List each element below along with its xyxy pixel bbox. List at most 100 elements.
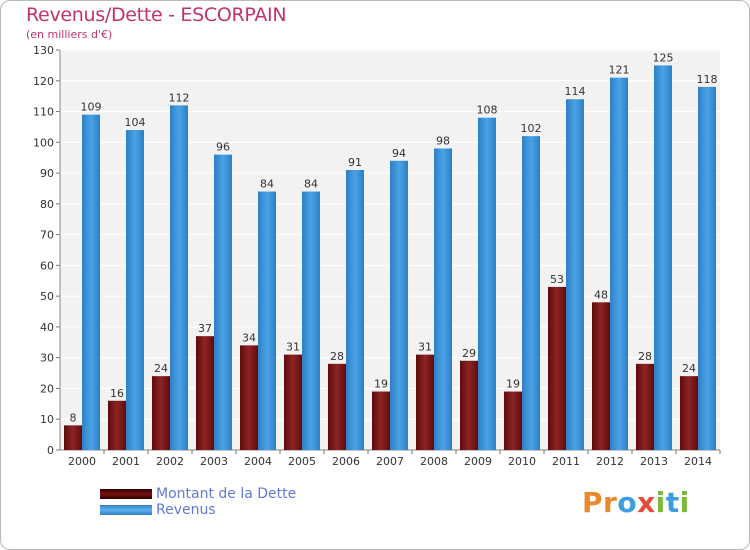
data-label-debt: 16: [110, 387, 124, 400]
bar-revenue: [346, 170, 364, 450]
data-label-revenue: 84: [304, 178, 318, 191]
data-label-debt: 28: [330, 350, 344, 363]
bar-revenue: [82, 114, 100, 450]
y-tick-label: 90: [40, 167, 54, 180]
data-label-revenue: 94: [392, 147, 406, 160]
bar-revenue: [566, 99, 584, 450]
bar-revenue: [170, 105, 188, 450]
x-tick-label: 2010: [508, 455, 536, 468]
data-label-revenue: 112: [169, 91, 190, 104]
data-label-revenue: 108: [477, 104, 498, 117]
logo-letter: x: [637, 486, 656, 519]
data-label-debt: 8: [70, 411, 77, 424]
bar-revenue: [522, 136, 540, 450]
bar-debt: [152, 376, 170, 450]
data-label-debt: 34: [242, 331, 256, 344]
legend-label-revenue: Revenus: [156, 502, 216, 518]
bar-debt: [680, 376, 698, 450]
chart-legend: Montant de la Dette Revenus: [100, 486, 296, 518]
bar-revenue: [478, 117, 496, 450]
legend-swatch-revenue: [100, 505, 152, 515]
data-label-debt: 28: [638, 350, 652, 363]
x-tick-label: 2006: [332, 455, 360, 468]
bar-debt: [548, 286, 566, 450]
x-tick-label: 2001: [112, 455, 140, 468]
data-label-revenue: 114: [565, 85, 586, 98]
y-tick-label: 0: [47, 444, 54, 457]
x-tick-label: 2004: [244, 455, 272, 468]
x-tick-label: 2013: [640, 455, 668, 468]
x-tick-label: 2012: [596, 455, 624, 468]
x-tick-label: 2011: [552, 455, 580, 468]
y-tick-label: 30: [40, 352, 54, 365]
y-tick-label: 10: [40, 413, 54, 426]
logo-letter: i: [679, 486, 690, 519]
logo-letter: P: [582, 486, 604, 519]
bar-revenue: [610, 77, 628, 450]
legend-swatch-debt: [100, 489, 152, 499]
bar-debt: [636, 363, 654, 450]
y-tick-label: 80: [40, 198, 54, 211]
proxiti-logo: Proxiti: [582, 486, 690, 519]
bar-debt: [64, 425, 82, 450]
y-tick-label: 20: [40, 382, 54, 395]
data-label-debt: 29: [462, 347, 476, 360]
bar-revenue: [214, 154, 232, 450]
bar-revenue: [698, 86, 716, 450]
y-tick-label: 40: [40, 321, 54, 334]
bar-debt: [328, 363, 346, 450]
bar-debt: [284, 354, 302, 450]
y-tick-label: 70: [40, 229, 54, 242]
bar-revenue: [434, 148, 452, 450]
bar-debt: [108, 400, 126, 450]
x-tick-label: 2002: [156, 455, 184, 468]
data-label-revenue: 118: [697, 73, 718, 86]
bar-revenue: [390, 160, 408, 450]
data-label-debt: 53: [550, 273, 564, 286]
bar-debt: [416, 354, 434, 450]
data-label-debt: 31: [286, 341, 300, 354]
legend-item-revenue: Revenus: [100, 502, 296, 518]
data-label-debt: 24: [682, 362, 696, 375]
logo-letter: o: [617, 486, 638, 519]
bar-debt: [504, 391, 522, 450]
x-tick-label: 2000: [68, 455, 96, 468]
x-tick-label: 2005: [288, 455, 316, 468]
data-label-debt: 37: [198, 322, 212, 335]
x-tick-label: 2008: [420, 455, 448, 468]
chart-title: Revenus/Dette - ESCORPAIN: [26, 4, 287, 26]
data-label-revenue: 109: [81, 101, 102, 114]
x-tick-label: 2003: [200, 455, 228, 468]
y-tick-label: 100: [33, 136, 54, 149]
bar-debt: [196, 336, 214, 450]
legend-label-debt: Montant de la Dette: [156, 486, 297, 502]
data-label-debt: 19: [374, 378, 388, 391]
bar-debt: [240, 345, 258, 450]
bar-revenue: [302, 191, 320, 451]
data-label-revenue: 104: [125, 116, 146, 129]
legend-item-debt: Montant de la Dette: [100, 486, 296, 502]
data-label-debt: 24: [154, 362, 168, 375]
bar-debt: [460, 360, 478, 450]
bar-revenue: [654, 65, 672, 450]
logo-letter: r: [603, 486, 618, 519]
data-label-revenue: 98: [436, 134, 450, 147]
logo-letter: t: [665, 486, 680, 519]
data-label-debt: 48: [594, 288, 608, 301]
data-label-debt: 19: [506, 378, 520, 391]
data-label-revenue: 84: [260, 178, 274, 191]
data-label-debt: 31: [418, 341, 432, 354]
bar-debt: [592, 302, 610, 450]
x-tick-label: 2007: [376, 455, 404, 468]
bar-revenue: [126, 130, 144, 450]
chart-subtitle: (en milliers d'€): [26, 28, 113, 41]
x-tick-label: 2014: [684, 455, 712, 468]
bar-revenue: [258, 191, 276, 451]
data-label-revenue: 102: [521, 122, 542, 135]
x-tick-label: 2009: [464, 455, 492, 468]
y-tick-label: 120: [33, 75, 54, 88]
data-label-revenue: 125: [653, 51, 674, 64]
y-tick-label: 110: [33, 106, 54, 119]
y-tick-label: 60: [40, 259, 54, 272]
